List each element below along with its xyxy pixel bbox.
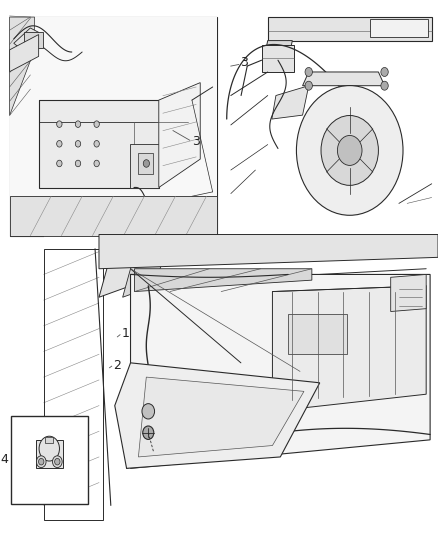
Bar (11, 416, 88, 504)
Circle shape (297, 86, 403, 215)
Circle shape (321, 116, 378, 185)
Bar (36, 440, 63, 467)
Circle shape (143, 160, 149, 167)
Circle shape (57, 160, 62, 167)
Bar (130, 144, 159, 188)
Polygon shape (44, 235, 438, 520)
Polygon shape (264, 41, 292, 60)
Text: 2: 2 (113, 359, 121, 372)
Polygon shape (268, 17, 432, 41)
Polygon shape (10, 17, 35, 115)
Circle shape (57, 121, 62, 127)
Bar (24, 33, 43, 47)
Bar (370, 19, 427, 37)
Circle shape (305, 81, 312, 90)
Polygon shape (272, 86, 309, 119)
Polygon shape (99, 235, 438, 269)
Polygon shape (10, 17, 217, 236)
Polygon shape (231, 17, 436, 213)
Circle shape (36, 456, 46, 467)
Polygon shape (131, 274, 430, 469)
Polygon shape (138, 377, 304, 457)
Circle shape (75, 121, 81, 127)
Bar (45, 437, 53, 443)
Bar (261, 45, 294, 72)
Polygon shape (134, 269, 312, 292)
Polygon shape (99, 240, 146, 297)
Circle shape (143, 426, 154, 439)
Polygon shape (14, 28, 39, 50)
Bar (288, 314, 347, 354)
Polygon shape (303, 72, 385, 86)
Circle shape (39, 436, 60, 461)
Circle shape (381, 81, 388, 90)
Circle shape (337, 135, 362, 165)
Circle shape (53, 456, 62, 467)
Polygon shape (10, 35, 39, 72)
Bar (10, 17, 217, 236)
Circle shape (94, 121, 99, 127)
Text: 3: 3 (240, 56, 248, 69)
Circle shape (55, 458, 60, 465)
Circle shape (94, 160, 99, 167)
Circle shape (94, 141, 99, 147)
Circle shape (381, 68, 388, 76)
Polygon shape (159, 83, 200, 188)
Circle shape (39, 458, 44, 465)
Text: 4: 4 (0, 453, 8, 466)
Text: 3: 3 (192, 135, 200, 148)
Circle shape (75, 160, 81, 167)
Polygon shape (123, 240, 170, 297)
Circle shape (57, 141, 62, 147)
Circle shape (305, 68, 312, 76)
Polygon shape (115, 363, 320, 469)
Polygon shape (391, 274, 426, 311)
Bar (138, 152, 152, 174)
Circle shape (142, 403, 155, 419)
Circle shape (75, 141, 81, 147)
Polygon shape (272, 286, 426, 411)
Text: 1: 1 (121, 327, 129, 340)
Polygon shape (10, 196, 217, 236)
Polygon shape (39, 100, 159, 188)
